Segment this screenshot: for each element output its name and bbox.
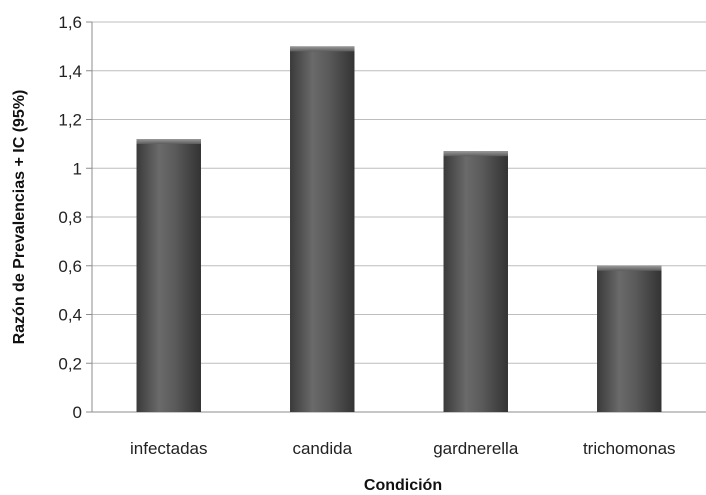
bar-infectadas	[136, 139, 201, 412]
y-tick-label: 0,2	[58, 354, 82, 373]
bar-cap-gardnerella	[443, 151, 508, 157]
y-tick-label: 1,6	[58, 13, 82, 32]
bar-cap-trichomonas	[597, 265, 662, 271]
bar-candida	[290, 46, 355, 412]
y-tick-label: 1,2	[58, 111, 82, 130]
bar-cap-infectadas	[136, 139, 201, 144]
x-axis-title: Condición	[364, 477, 442, 494]
y-tick-label: 0	[73, 403, 82, 422]
x-tick-label: candida	[292, 439, 352, 458]
y-tick-label: 0,8	[58, 208, 82, 227]
y-tick-label: 0,4	[58, 306, 82, 325]
tick-labels: 0 0,2 0,4 0,6 0,8 1 1,2 1,4 1,6 infectadas candida…	[58, 13, 675, 458]
bar-gardnerella	[443, 151, 508, 412]
x-tick-label: trichomonas	[583, 439, 676, 458]
y-tick-label: 1,4	[58, 62, 82, 81]
y-tick-label: 1	[73, 159, 82, 178]
x-tick-label: infectadas	[130, 439, 208, 458]
y-axis-title: Razón de Prevalencias + IC (95%)	[11, 90, 28, 345]
bar-cap-candida	[290, 46, 355, 52]
bars	[136, 46, 662, 412]
bar-trichomonas	[597, 265, 662, 412]
x-tick-label: gardnerella	[433, 439, 519, 458]
y-tick-label: 0,6	[58, 257, 82, 276]
